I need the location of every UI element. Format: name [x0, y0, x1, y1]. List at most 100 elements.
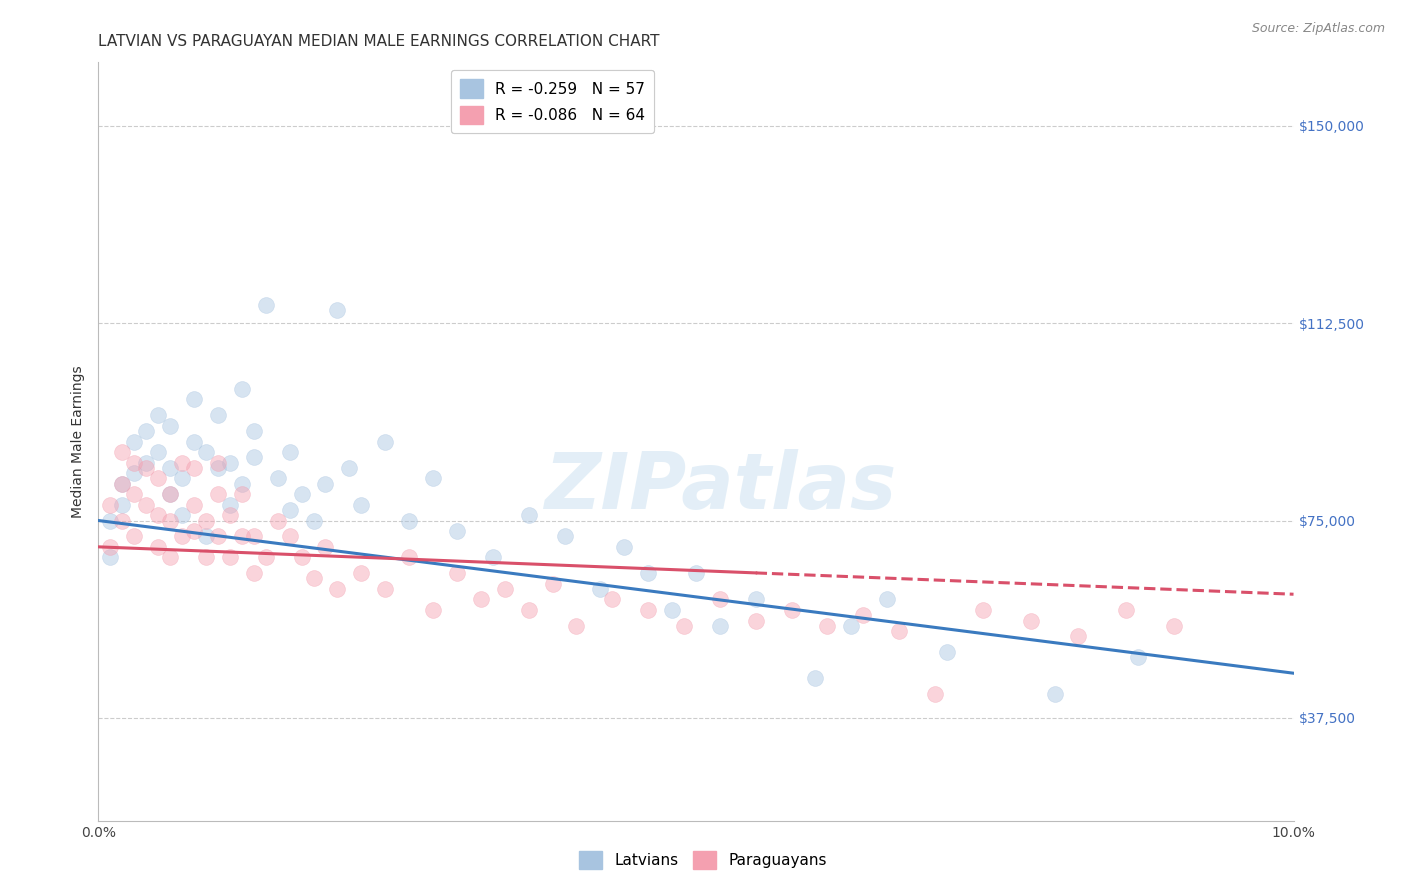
- Point: [517, 508, 540, 523]
- Point: [195, 514, 218, 528]
- Point: [422, 603, 444, 617]
- Point: [172, 471, 194, 485]
- Point: [219, 550, 242, 565]
- Point: [291, 487, 314, 501]
- Point: [541, 576, 564, 591]
- Point: [326, 302, 349, 317]
- Point: [517, 603, 540, 617]
- Point: [183, 498, 205, 512]
- Point: [183, 392, 205, 407]
- Point: [159, 487, 181, 501]
- Point: [1019, 614, 1042, 628]
- Point: [278, 503, 301, 517]
- Point: [172, 456, 194, 470]
- Point: [350, 498, 373, 512]
- Point: [111, 514, 134, 528]
- Point: [231, 382, 253, 396]
- Point: [124, 434, 146, 449]
- Point: [267, 514, 290, 528]
- Point: [207, 529, 229, 543]
- Point: [637, 566, 659, 581]
- Point: [195, 445, 218, 459]
- Point: [172, 508, 194, 523]
- Point: [124, 487, 146, 501]
- Point: [398, 550, 420, 565]
- Point: [876, 592, 898, 607]
- Point: [852, 608, 875, 623]
- Point: [278, 445, 301, 459]
- Point: [195, 550, 218, 565]
- Point: [159, 418, 181, 433]
- Point: [183, 434, 205, 449]
- Point: [745, 592, 768, 607]
- Point: [936, 645, 959, 659]
- Point: [135, 456, 157, 470]
- Point: [159, 461, 181, 475]
- Point: [207, 461, 229, 475]
- Point: [243, 424, 266, 438]
- Point: [482, 550, 505, 565]
- Point: [398, 514, 420, 528]
- Point: [972, 603, 994, 617]
- Point: [159, 514, 181, 528]
- Point: [685, 566, 707, 581]
- Point: [709, 592, 731, 607]
- Point: [98, 540, 122, 554]
- Point: [254, 550, 277, 565]
- Point: [602, 592, 624, 607]
- Point: [1067, 629, 1090, 643]
- Point: [219, 508, 242, 523]
- Y-axis label: Median Male Earnings: Median Male Earnings: [70, 365, 84, 518]
- Point: [207, 487, 229, 501]
- Point: [1163, 619, 1185, 633]
- Point: [207, 408, 229, 422]
- Point: [148, 471, 170, 485]
- Point: [422, 471, 444, 485]
- Point: [1043, 687, 1066, 701]
- Point: [339, 461, 361, 475]
- Point: [111, 476, 134, 491]
- Point: [1115, 603, 1137, 617]
- Point: [124, 456, 146, 470]
- Point: [565, 619, 588, 633]
- Point: [374, 582, 396, 596]
- Point: [148, 408, 170, 422]
- Point: [278, 529, 301, 543]
- Point: [554, 529, 576, 543]
- Point: [446, 566, 468, 581]
- Point: [302, 514, 325, 528]
- Point: [148, 445, 170, 459]
- Point: [243, 566, 266, 581]
- Point: [207, 456, 229, 470]
- Point: [613, 540, 636, 554]
- Point: [315, 540, 337, 554]
- Point: [98, 514, 122, 528]
- Point: [231, 487, 253, 501]
- Point: [804, 672, 827, 686]
- Point: [780, 603, 803, 617]
- Point: [98, 550, 122, 565]
- Legend: Latvians, Paraguayans: Latvians, Paraguayans: [572, 845, 834, 875]
- Legend: R = -0.259   N = 57, R = -0.086   N = 64: R = -0.259 N = 57, R = -0.086 N = 64: [451, 70, 654, 133]
- Point: [924, 687, 946, 701]
- Point: [111, 445, 134, 459]
- Point: [326, 582, 349, 596]
- Point: [243, 450, 266, 465]
- Point: [1128, 650, 1150, 665]
- Point: [637, 603, 659, 617]
- Point: [494, 582, 516, 596]
- Point: [315, 476, 337, 491]
- Point: [350, 566, 373, 581]
- Point: [159, 487, 181, 501]
- Point: [111, 476, 134, 491]
- Point: [219, 498, 242, 512]
- Point: [172, 529, 194, 543]
- Text: ZIPatlas: ZIPatlas: [544, 449, 896, 525]
- Point: [243, 529, 266, 543]
- Point: [135, 424, 157, 438]
- Point: [841, 619, 863, 633]
- Point: [267, 471, 290, 485]
- Text: LATVIAN VS PARAGUAYAN MEDIAN MALE EARNINGS CORRELATION CHART: LATVIAN VS PARAGUAYAN MEDIAN MALE EARNIN…: [98, 34, 659, 49]
- Text: Source: ZipAtlas.com: Source: ZipAtlas.com: [1251, 22, 1385, 36]
- Point: [254, 298, 277, 312]
